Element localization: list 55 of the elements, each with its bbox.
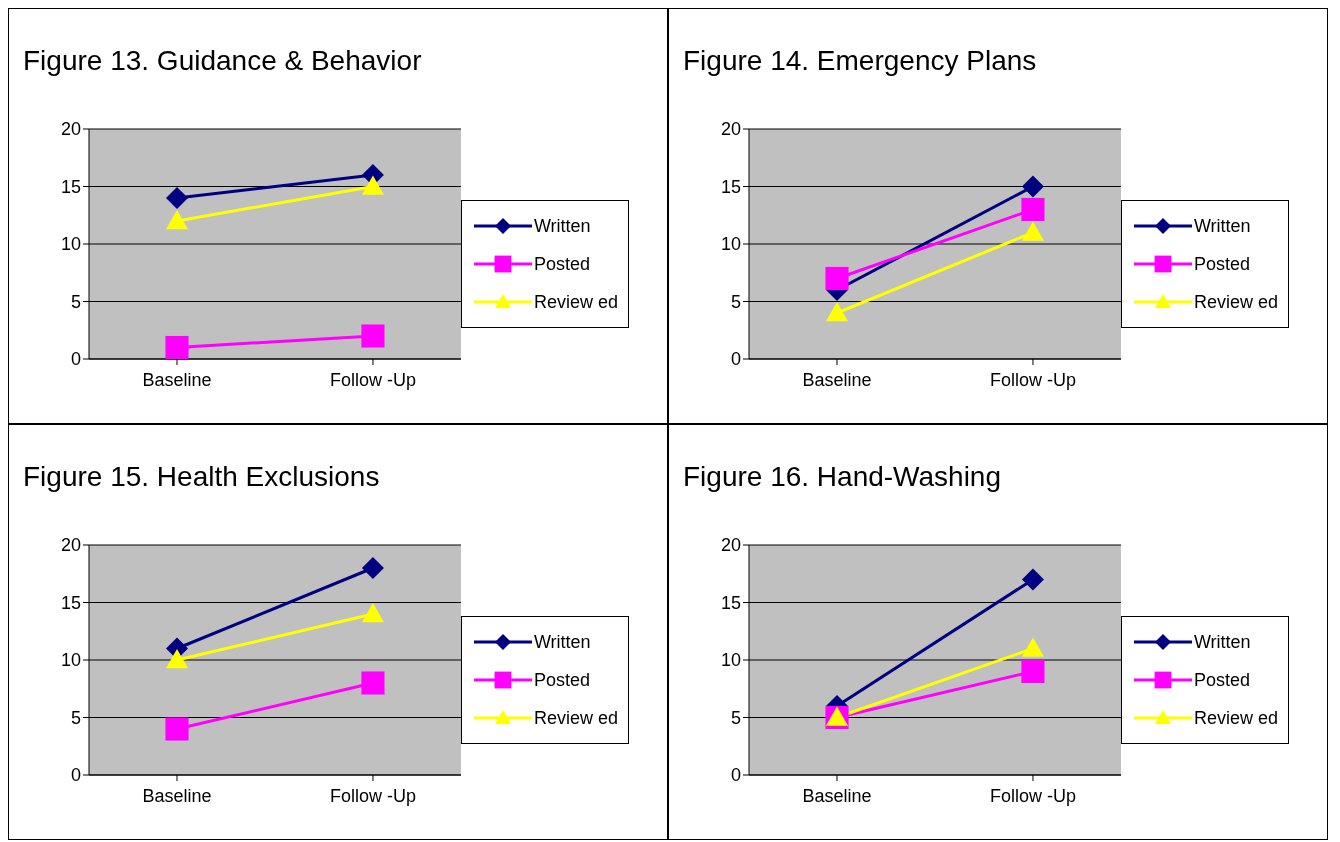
y-tick-label: 0 <box>70 765 81 786</box>
y-tick-label: 20 <box>720 535 741 556</box>
legend-label: Posted <box>1193 253 1250 275</box>
chart-title: Figure 15. Health Exclusions <box>23 461 380 493</box>
y-tick-label: 20 <box>720 119 741 140</box>
point <box>361 671 385 695</box>
y-tick-label: 15 <box>60 176 81 197</box>
x-tick-label: Follow -Up <box>329 785 416 806</box>
y-tick-label: 5 <box>70 707 81 728</box>
y-tick-label: 20 <box>60 119 81 140</box>
y-tick-label: 5 <box>70 291 81 312</box>
point <box>361 557 384 579</box>
x-tick-label: Baseline <box>142 785 212 806</box>
chart-title: Figure 13. Guidance & Behavior <box>23 45 422 77</box>
legend-label: Review ed <box>533 291 618 313</box>
y-tick-label: 10 <box>720 650 741 671</box>
legend-label: Review ed <box>1193 291 1278 313</box>
y-tick-label: 10 <box>60 234 81 255</box>
point <box>361 324 385 348</box>
y-tick-label: 15 <box>60 592 81 613</box>
y-tick-label: 10 <box>720 234 741 255</box>
legend-label: Posted <box>533 669 590 691</box>
x-tick-label: Baseline <box>802 785 872 806</box>
y-tick-label: 20 <box>60 535 81 556</box>
y-tick-label: 10 <box>60 650 81 671</box>
x-tick-label: Follow -Up <box>989 369 1076 390</box>
y-tick-label: 0 <box>70 349 81 370</box>
point <box>165 717 189 741</box>
x-tick-label: Follow -Up <box>329 369 416 390</box>
point <box>166 187 188 209</box>
x-tick-label: Baseline <box>802 369 872 390</box>
chart-title: Figure 14. Emergency Plans <box>683 45 1037 77</box>
legend-label: Review ed <box>533 707 618 729</box>
y-tick-label: 15 <box>720 176 741 197</box>
point <box>825 266 849 291</box>
y-tick-label: 5 <box>730 707 741 728</box>
legend-label: Review ed <box>1193 707 1278 729</box>
point <box>1021 659 1045 684</box>
y-tick-label: 5 <box>730 291 741 312</box>
point <box>165 335 189 359</box>
x-tick-label: Follow -Up <box>989 785 1076 806</box>
point <box>1021 197 1045 222</box>
point <box>1021 568 1044 591</box>
point <box>1021 175 1044 198</box>
y-tick-label: 15 <box>720 592 741 613</box>
chart-title: Figure 16. Hand-Washing <box>683 461 1002 493</box>
x-tick-label: Baseline <box>142 369 212 390</box>
legend-label: Written <box>533 631 591 653</box>
legend-label: Posted <box>1193 669 1250 691</box>
legend-label: Written <box>533 215 591 237</box>
y-tick-label: 0 <box>730 765 741 786</box>
legend-label: Posted <box>533 253 590 275</box>
legend-label: Written <box>1193 631 1251 653</box>
legend-label: Written <box>1193 215 1251 237</box>
y-tick-label: 0 <box>730 349 741 370</box>
